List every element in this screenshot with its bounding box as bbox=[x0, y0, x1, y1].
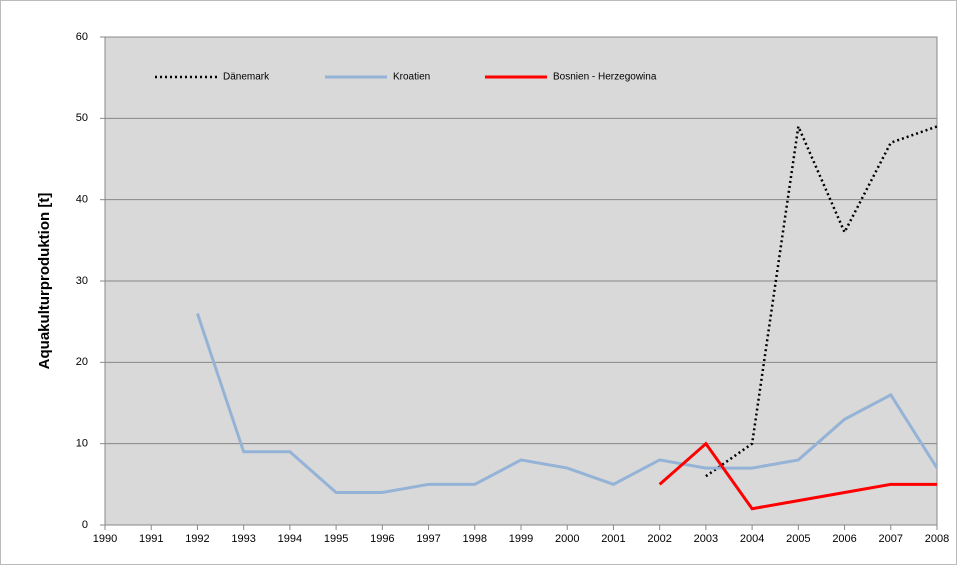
y-tick-label: 40 bbox=[76, 194, 88, 206]
series-line bbox=[658, 441, 937, 511]
x-tick-label: 1994 bbox=[278, 533, 302, 545]
y-tick-label: 0 bbox=[82, 519, 88, 531]
y-tick-label: 50 bbox=[76, 112, 88, 124]
x-tick-label: 2007 bbox=[879, 533, 903, 545]
y-tick-label: 30 bbox=[76, 275, 88, 287]
y-tick-label: 10 bbox=[76, 438, 88, 450]
x-tick-label: 1999 bbox=[509, 533, 533, 545]
y-tick-label: 20 bbox=[76, 356, 88, 368]
y-axis-label: Aquakulturproduktion [t] bbox=[36, 193, 53, 370]
x-tick-label: 2003 bbox=[694, 533, 718, 545]
series-line bbox=[705, 121, 938, 478]
x-tick-label: 1997 bbox=[416, 533, 440, 545]
legend-label: Bosnien - Herzegowina bbox=[553, 72, 657, 83]
x-tick-label: 2004 bbox=[740, 533, 764, 545]
x-tick-label: 1993 bbox=[231, 533, 255, 545]
x-tick-label: 1996 bbox=[370, 533, 394, 545]
x-tick-label: 1991 bbox=[139, 533, 163, 545]
x-tick-label: 2002 bbox=[647, 533, 671, 545]
x-tick-label: 2006 bbox=[832, 533, 856, 545]
x-tick-label: 1992 bbox=[185, 533, 209, 545]
y-tick-label: 60 bbox=[76, 31, 88, 43]
x-tick-label: 1998 bbox=[463, 533, 487, 545]
legend-label: Kroatien bbox=[393, 72, 430, 83]
x-tick-label: 1995 bbox=[324, 533, 348, 545]
x-tick-label: 2005 bbox=[786, 533, 810, 545]
x-tick-label: 2008 bbox=[925, 533, 949, 545]
x-tick-label: 2001 bbox=[601, 533, 625, 545]
legend-label: Dänemark bbox=[223, 72, 270, 83]
series-line bbox=[196, 313, 939, 494]
x-tick-label: 2000 bbox=[555, 533, 579, 545]
x-tick-label: 1990 bbox=[93, 533, 117, 545]
